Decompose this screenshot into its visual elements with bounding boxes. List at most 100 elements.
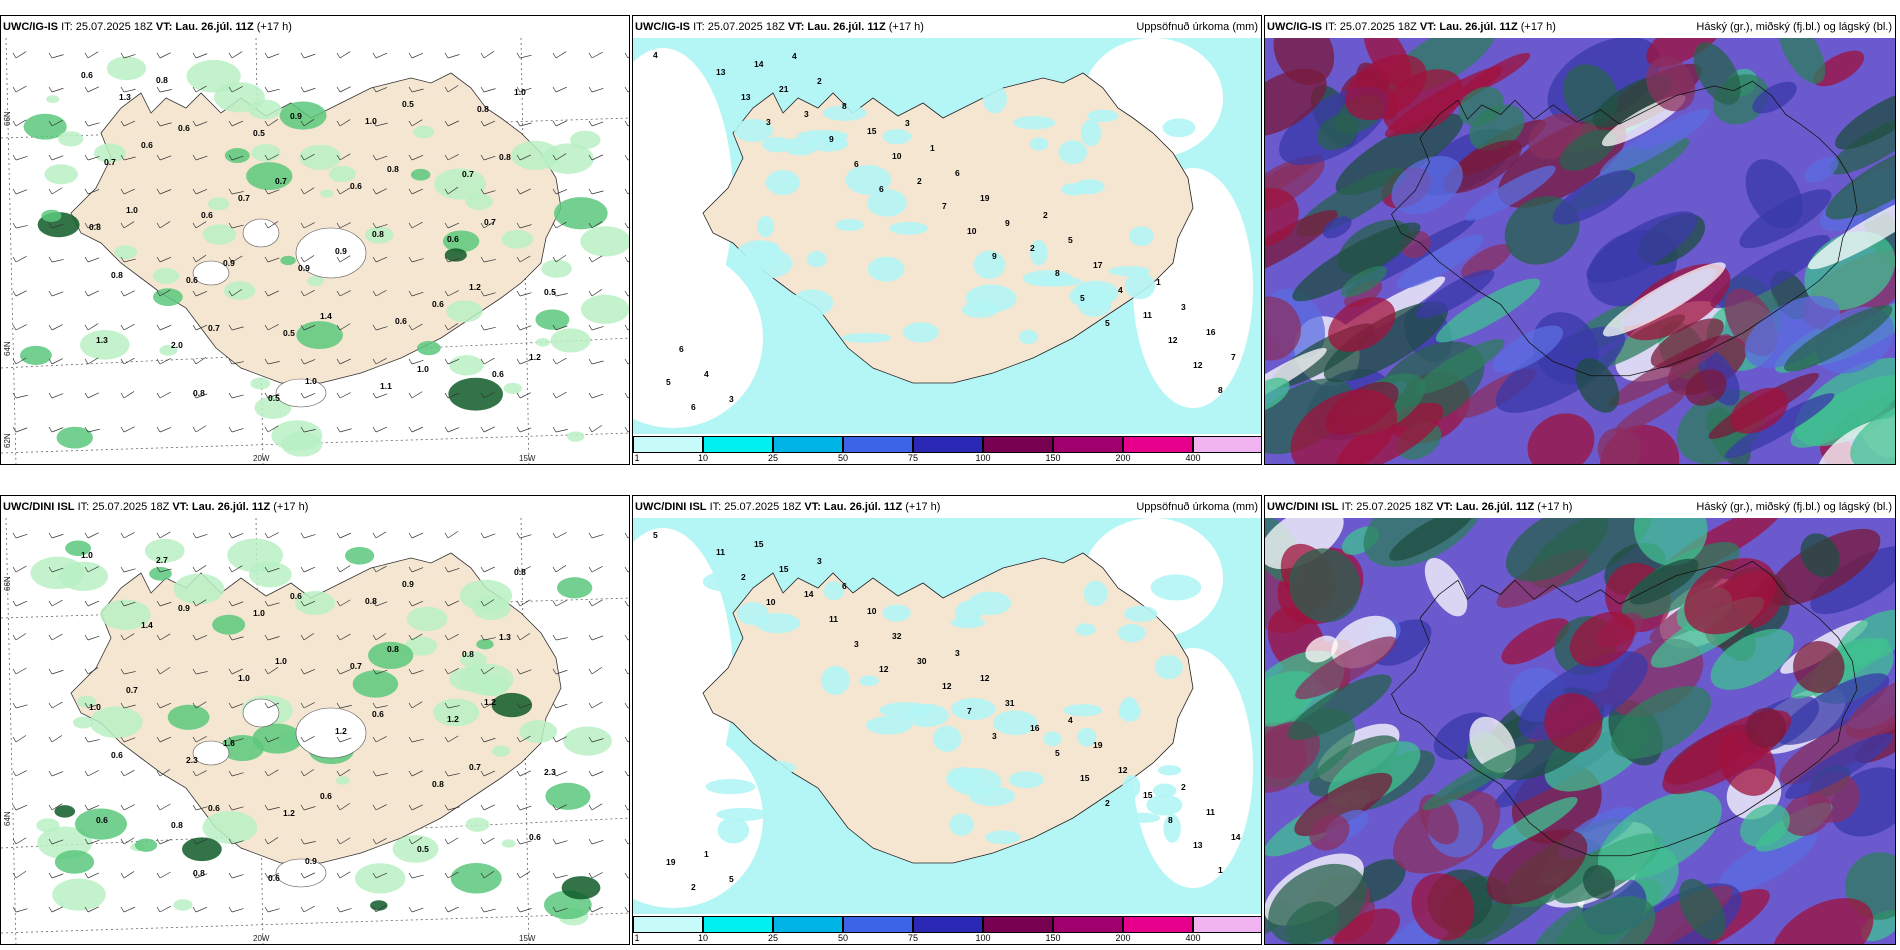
wind-barb-flag: [588, 426, 593, 433]
wind-barb-flag: [444, 154, 449, 161]
precip-area: [207, 197, 230, 211]
cloud-layer: [1527, 413, 1595, 464]
wind-barb-flag: [408, 804, 413, 811]
wind-barb-flag: [624, 532, 629, 539]
wind-barb: [375, 224, 388, 229]
precip-area: [1031, 276, 1083, 287]
wind-barb-flag: [336, 838, 341, 845]
cloud-layer: [1495, 326, 1626, 413]
wind-barb: [447, 668, 459, 675]
wind-barb-flag: [228, 634, 233, 641]
precip-area: [1029, 137, 1049, 151]
wind-barb: [375, 426, 388, 433]
precip-area: [580, 294, 629, 324]
wind-barb: [195, 290, 208, 297]
wind-barb: [447, 906, 460, 913]
precip-area: [1120, 697, 1139, 718]
wind-barb: [519, 805, 532, 811]
wind-barb: [303, 736, 315, 743]
cloud-layer: [1602, 262, 1726, 337]
wind-barb-flag: [408, 566, 413, 573]
wind-barb: [87, 872, 100, 879]
precip-area: [567, 431, 585, 442]
wind-barb-flag: [228, 52, 233, 59]
wind-barb: [15, 119, 27, 127]
wind-barb: [15, 290, 27, 297]
accum-value-label: 2: [1043, 210, 1048, 220]
wind-barb: [375, 773, 388, 777]
wind-barb: [231, 908, 244, 913]
accum-value-label: 10: [766, 597, 776, 607]
accum-value-label: 1: [1156, 277, 1161, 287]
wind-barb: [15, 565, 27, 573]
wind-barb-flag: [444, 566, 449, 573]
precip-area: [806, 251, 827, 268]
wind-barb-flag: [444, 804, 449, 811]
wind-barb: [15, 51, 27, 59]
wind-barb-flag: [264, 290, 269, 297]
wind-barb: [195, 221, 207, 229]
wind-barb: [483, 357, 495, 365]
accum-value-label: 5: [1105, 318, 1110, 328]
wind-barb: [303, 702, 315, 709]
precip-value-label: 1.2: [447, 714, 459, 724]
precip-area: [364, 226, 394, 244]
wind-barb: [195, 393, 208, 399]
wind-barb: [303, 632, 315, 641]
wind-barb: [483, 533, 496, 539]
wind-barb-flag: [516, 222, 521, 229]
wind-barb: [159, 568, 172, 573]
wind-barb: [303, 872, 315, 879]
cloud-layer: [1344, 54, 1427, 121]
wind-barb-flag: [228, 290, 233, 297]
wind-barb-flag: [228, 668, 233, 675]
precip-value-label: 0.5: [417, 844, 429, 854]
wind-barb-flag: [336, 566, 341, 573]
wind-barb: [303, 600, 316, 607]
accum-value-label: 9: [992, 251, 997, 261]
precip-area: [413, 125, 435, 139]
wind-barb: [375, 122, 388, 127]
precip-value-label: 0.8: [462, 649, 474, 659]
wind-barb: [123, 290, 135, 297]
wind-barb: [519, 292, 532, 297]
wind-barb: [339, 802, 351, 811]
precip-value-label: 2.7: [156, 555, 168, 565]
wind-barb: [555, 669, 568, 675]
cloud-layer: [1492, 797, 1578, 850]
precip-area: [841, 332, 892, 343]
wind-barb-flag: [228, 736, 233, 743]
lon-label: 15W: [519, 454, 536, 463]
wind-barb: [375, 188, 387, 195]
wind-barb: [159, 155, 172, 161]
accum-value-label: 4: [792, 51, 797, 61]
precip-area: [845, 164, 892, 195]
wind-barb-flag: [48, 702, 53, 709]
cloud-layer: [1575, 358, 1620, 413]
wind-barb-flag: [300, 736, 305, 743]
wind-barb-flag: [372, 532, 377, 539]
wind-barb: [87, 906, 99, 913]
precip-value-label: 0.6: [529, 832, 541, 842]
precip-value-label: 0.8: [477, 104, 489, 114]
wind-barb-flag: [444, 668, 449, 675]
wind-barb: [555, 429, 568, 433]
wind-barb-flag: [48, 120, 53, 127]
wind-barb-flag: [264, 222, 269, 229]
wind-barb-flag: [444, 426, 449, 433]
wind-barb: [195, 701, 207, 709]
colorbar-segment: [913, 436, 983, 453]
precip-area: [368, 641, 414, 669]
cloud-layer: [1335, 113, 1464, 196]
wind-barb: [375, 565, 387, 573]
wind-barb-flag: [300, 566, 305, 573]
precip-value-label: 1.3: [499, 632, 511, 642]
wind-barb-flag: [264, 392, 269, 399]
wind-barb: [411, 600, 424, 607]
precip-area: [182, 837, 222, 862]
precip-area: [448, 377, 503, 411]
precip-area: [328, 165, 356, 183]
wind-barb: [447, 54, 460, 59]
wind-barb: [483, 701, 495, 709]
wind-barb: [555, 874, 568, 879]
